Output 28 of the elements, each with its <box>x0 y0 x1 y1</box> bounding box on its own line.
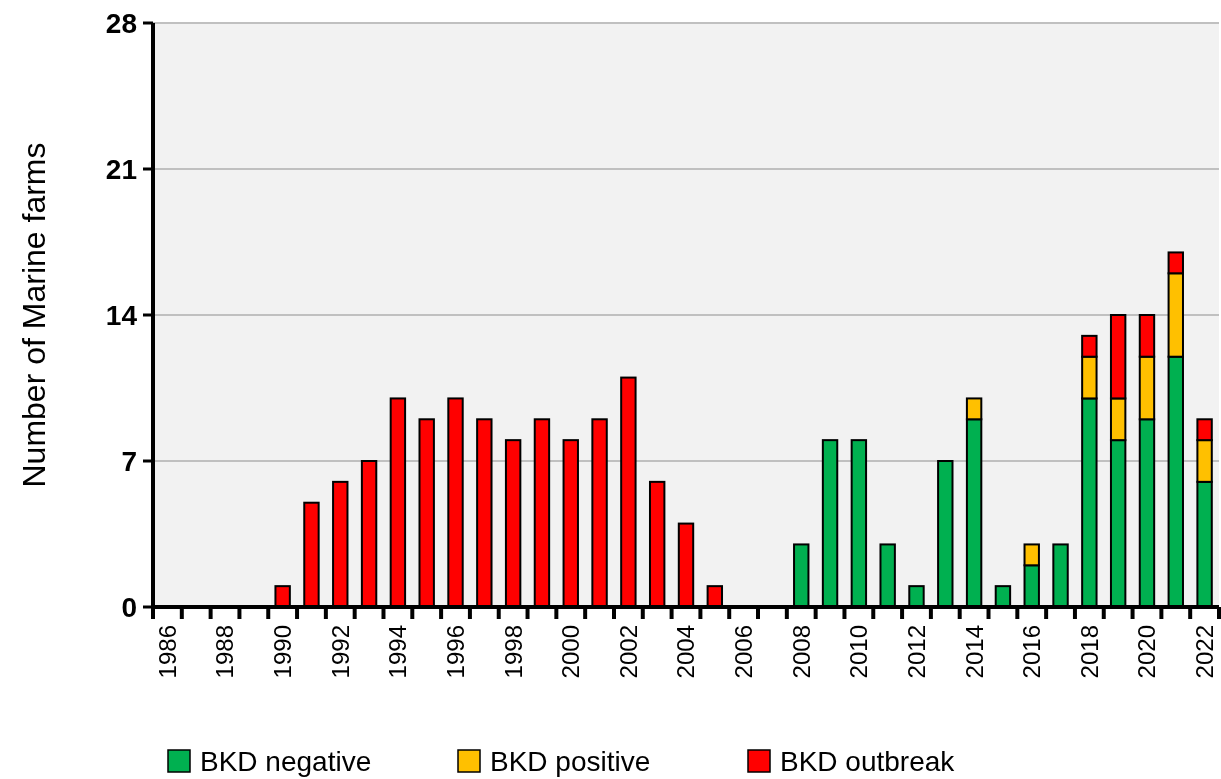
legend-label: BKD negative <box>200 745 372 777</box>
x-tick-label: 2018 <box>1075 625 1103 679</box>
y-tick-label: 21 <box>105 153 137 185</box>
x-tick-label: 2016 <box>1018 625 1046 679</box>
x-tick-label: 1988 <box>211 625 239 679</box>
y-tick-label: 14 <box>105 299 138 331</box>
x-tick-label: 2014 <box>960 625 988 679</box>
x-tick-label: 2004 <box>672 625 700 679</box>
x-tick-label: 2008 <box>787 625 815 679</box>
legend-label: BKD outbreak <box>780 745 956 777</box>
x-tick-label: 2020 <box>1133 625 1161 679</box>
x-tick-label: 2010 <box>845 625 873 679</box>
x-tick-label: 1996 <box>441 625 469 679</box>
x-tick-label: 2002 <box>614 625 642 679</box>
x-tick-label: 2006 <box>730 625 758 679</box>
y-axis-title: Number of Marine farms <box>16 142 52 488</box>
y-tick-label: 0 <box>121 591 137 623</box>
y-tick-label: 7 <box>121 445 137 477</box>
legend-label: BKD positive <box>490 745 651 777</box>
x-tick-label: 1992 <box>326 625 354 679</box>
y-tick-label: 28 <box>105 7 137 39</box>
x-tick-label: 1990 <box>269 625 297 679</box>
x-tick-label: 2012 <box>902 625 930 679</box>
x-tick-label: 1986 <box>153 625 181 679</box>
x-tick-label: 2022 <box>1190 625 1218 679</box>
x-tick-label: 1994 <box>384 625 412 679</box>
x-tick-label: 1998 <box>499 625 527 679</box>
x-tick-label: 2000 <box>557 625 585 679</box>
